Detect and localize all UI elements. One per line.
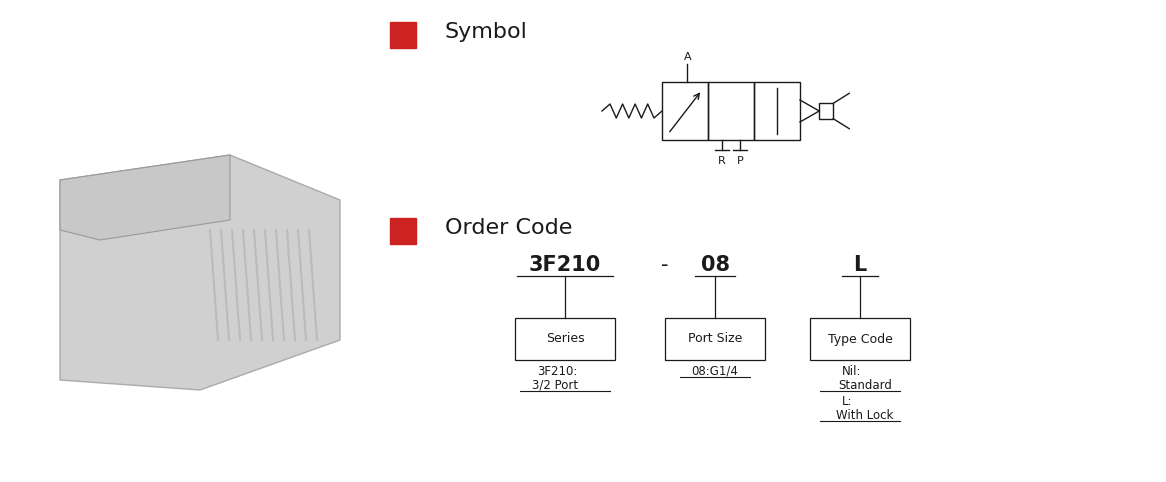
Text: L: L xyxy=(854,255,866,275)
Polygon shape xyxy=(59,155,340,390)
Text: 3/2 Port: 3/2 Port xyxy=(532,379,578,392)
Text: A: A xyxy=(683,52,691,62)
Text: 08: 08 xyxy=(701,255,730,275)
Text: Nil:: Nil: xyxy=(842,365,862,378)
Text: With Lock: With Lock xyxy=(836,409,893,422)
Text: L:: L: xyxy=(842,395,852,408)
Bar xyxy=(389,22,416,48)
Text: Type Code: Type Code xyxy=(828,333,892,346)
Bar xyxy=(708,82,754,140)
Bar xyxy=(665,318,765,360)
Text: 3F210: 3F210 xyxy=(529,255,602,275)
Text: 08:G1/4: 08:G1/4 xyxy=(691,365,738,378)
Text: 3F210:: 3F210: xyxy=(538,365,577,378)
Text: Standard: Standard xyxy=(838,379,892,392)
Text: P: P xyxy=(737,156,744,166)
Bar xyxy=(820,103,834,119)
Text: Port Size: Port Size xyxy=(688,333,743,346)
Text: -: - xyxy=(661,255,669,275)
Bar xyxy=(662,82,708,140)
Bar xyxy=(389,218,416,244)
Text: Series: Series xyxy=(546,333,584,346)
Text: R: R xyxy=(718,156,725,166)
Polygon shape xyxy=(59,155,230,240)
Bar xyxy=(810,318,909,360)
Bar xyxy=(754,82,800,140)
Bar xyxy=(515,318,614,360)
Text: Order Code: Order Code xyxy=(445,218,573,238)
Text: Symbol: Symbol xyxy=(445,22,528,42)
